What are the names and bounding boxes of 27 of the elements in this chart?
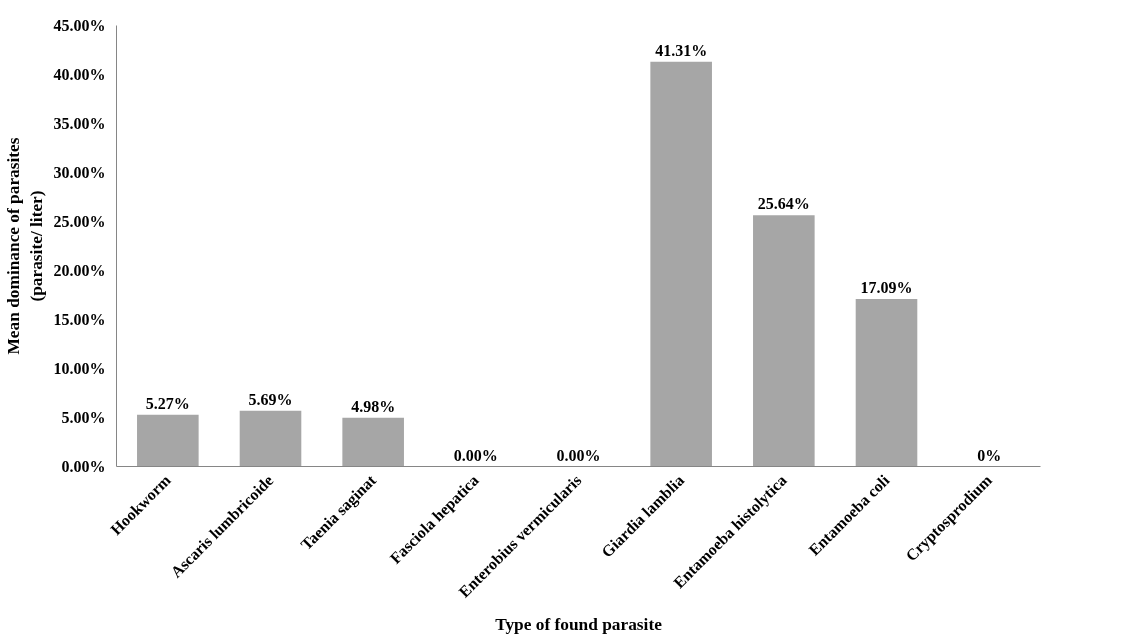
bar: [137, 414, 199, 467]
bar: [855, 299, 918, 467]
data-label: 17.09%: [860, 279, 913, 297]
y-tick-label: 15.00%: [53, 311, 106, 328]
data-label: 41.31%: [655, 41, 708, 59]
y-tick-label: 25.00%: [53, 213, 106, 230]
y-axis-title: Mean dominance of parasites (parasite/ liter): [3, 137, 46, 355]
data-label: 0.00%: [453, 446, 498, 464]
y-tick-label: 40.00%: [53, 66, 106, 83]
y-tick-label: 20.00%: [53, 262, 106, 279]
y-tick-label: 45.00%: [53, 17, 106, 34]
data-label: 4.98%: [351, 397, 396, 415]
data-label: 5.27%: [145, 394, 190, 412]
y-tick-label: 35.00%: [53, 115, 106, 132]
data-label: 5.69%: [248, 390, 293, 408]
y-tick-label: 10.00%: [53, 360, 106, 377]
bar: [650, 61, 712, 467]
bar: [239, 410, 302, 467]
data-label: 0.00%: [556, 446, 601, 464]
data-label: 25.64%: [757, 195, 810, 213]
bar: [342, 417, 404, 467]
y-tick-label: 5.00%: [61, 409, 106, 426]
bar: [753, 215, 815, 467]
x-axis-title: Type of found parasite: [495, 614, 663, 634]
y-tick-label: 30.00%: [53, 164, 106, 181]
y-tick-label: 0.00%: [61, 458, 106, 475]
data-label: 0%: [977, 446, 1002, 464]
